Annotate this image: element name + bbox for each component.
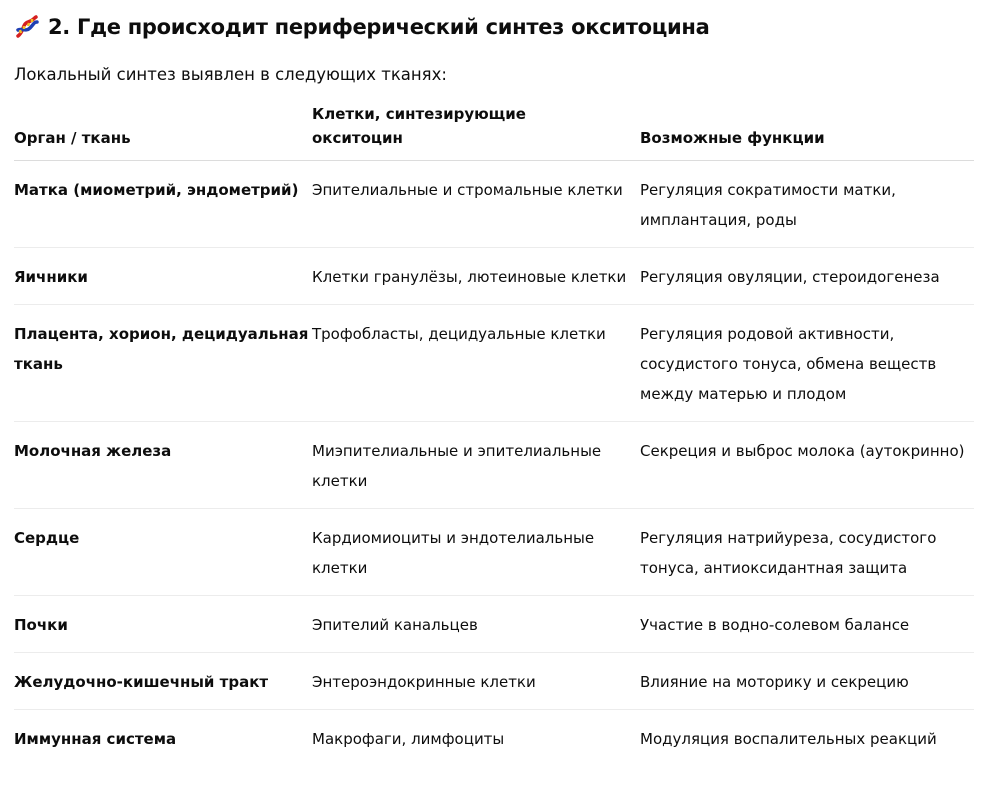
table-row: Яичники Клетки гранулёзы, лютеиновые клет…	[14, 247, 974, 305]
cells-cell: Макрофаги, лимфоциты	[312, 730, 505, 748]
functions-cell: Секреция и выброс молока (аутокринно)	[640, 421, 974, 509]
table-row: Иммунная система Макрофаги, лимфоциты Моду…	[14, 710, 974, 767]
functions-cell: Регуляция сократимости матки, имплантаци…	[640, 160, 974, 248]
column-header: Клетки, синтезирующие окситоцин	[312, 102, 640, 161]
heading-title: 2. Где происходит периферический синтез …	[48, 15, 710, 39]
table-row: Почки Эпителий канальцев Участие в водно-с…	[14, 595, 974, 653]
cells-cell: Эпителий канальцев	[312, 595, 640, 653]
organ-cell: Иммунная система	[14, 730, 177, 748]
column-header: Возможные функции	[640, 102, 974, 161]
dna-icon	[16, 15, 39, 38]
cells-cell: Трофобласты, децидуальные клетки	[312, 304, 640, 422]
organ-cell: Яичники	[14, 247, 312, 305]
functions-cell: Участие в водно-солевом балансе	[640, 595, 974, 653]
table-row: Сердце Кардиомиоциты и эндотелиальные кле…	[14, 508, 974, 596]
organ-cell: Матка (миометрий, эндометрий)	[14, 160, 312, 248]
cells-cell: Энтероэндокринные клетки	[312, 652, 640, 710]
organ-cell: Плацента, хорион, децидуальная ткань	[14, 304, 312, 422]
functions-cell: Регуляция натрийуреза, сосудистого тонус…	[640, 508, 974, 596]
functions-cell: Регуляция овуляции, стероидогенеза	[640, 247, 974, 305]
functions-cell: Регуляция родовой активности, сосудистог…	[640, 304, 974, 422]
organ-cell: Желудочно-кишечный тракт	[14, 652, 312, 710]
table-row: Молочная железа Миэпителиальные и эпители…	[14, 421, 974, 509]
tissues-table: Орган / ткань Клетки, синтезирующие окси…	[14, 102, 974, 766]
document: 2. Где происходит периферический синтез …	[14, 0, 974, 766]
functions-cell: Влияние на моторику и секрецию	[640, 652, 974, 710]
table-row: Матка (миометрий, эндометрий) Эпителиальн…	[14, 160, 974, 248]
cells-cell: Кардиомиоциты и эндотелиальные клетки	[312, 508, 640, 596]
table-row: Плацента, хорион, децидуальная ткань Троф…	[14, 304, 974, 422]
organ-cell: Сердце	[14, 508, 312, 596]
organ-cell: Почки	[14, 595, 312, 653]
section-heading: 2. Где происходит периферический синтез …	[14, 0, 974, 42]
cells-cell: Клетки гранулёзы, лютеиновые клетки	[312, 247, 640, 305]
table-header-row: Орган / ткань Клетки, синтезирующие окси…	[14, 102, 974, 161]
intro-text: Локальный синтез выявлен в следующих тка…	[14, 65, 447, 84]
organ-cell: Молочная железа	[14, 421, 312, 509]
cells-cell: Миэпителиальные и эпителиальные клетки	[312, 421, 640, 509]
column-header: Орган / ткань	[14, 102, 312, 161]
cells-cell: Эпителиальные и стромальные клетки	[312, 160, 640, 248]
table-row: Желудочно-кишечный тракт Энтероэндокринны…	[14, 652, 974, 710]
functions-cell: Модуляция воспалительных реакций	[640, 730, 937, 748]
